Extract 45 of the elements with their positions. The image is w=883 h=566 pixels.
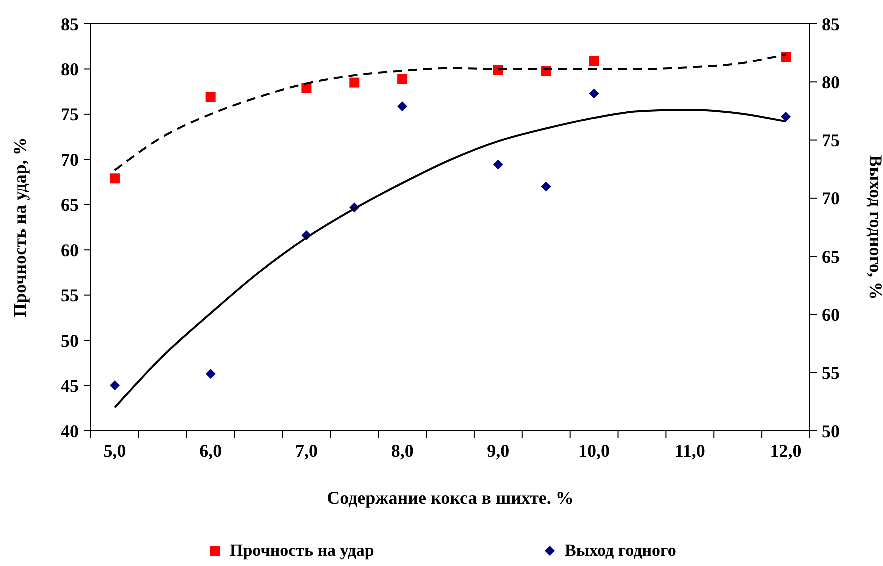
y2-tick-label: 50 — [822, 421, 840, 442]
point — [541, 182, 552, 192]
point — [110, 174, 120, 184]
y-tick-label: 85 — [61, 14, 79, 34]
y-tick-label: 65 — [61, 195, 79, 216]
point — [398, 102, 408, 112]
y2-tick-label: 55 — [822, 363, 840, 384]
point — [493, 65, 504, 76]
y2-tick-label: 65 — [822, 246, 840, 267]
point — [206, 92, 216, 102]
y-tick-label: 60 — [61, 240, 79, 260]
y2-tick-label: 80 — [822, 72, 840, 92]
x-tick-label: 8,0 — [391, 441, 414, 461]
point — [110, 380, 120, 391]
point — [589, 56, 600, 66]
y-tick-label: 70 — [61, 150, 79, 170]
point — [398, 74, 408, 84]
x-tick-label: 7,0 — [295, 441, 318, 461]
x-tick-label: 12,0 — [770, 441, 802, 461]
y2-tick-label: 70 — [822, 188, 840, 209]
y2-tick-label: 60 — [822, 305, 840, 326]
x-tick-label: 9,0 — [487, 441, 510, 461]
y2-tick-label: 85 — [822, 14, 840, 34]
y2-tick-label: 75 — [822, 130, 840, 151]
x-tick-label: 5,0 — [104, 441, 126, 461]
y2-axis-title: Выход годного, % — [866, 155, 883, 300]
y-tick-label: 80 — [61, 60, 79, 80]
point — [350, 78, 360, 88]
x-axis-title: Содержание кокса в шихте. % — [327, 488, 574, 508]
y-tick-label: 50 — [61, 330, 79, 351]
point — [206, 369, 216, 380]
y-tick-label: 45 — [61, 376, 79, 396]
y-axis-title: Прочность на удар, % — [10, 138, 30, 318]
x-tick-label: 10,0 — [578, 441, 610, 461]
y-tick-label: 75 — [61, 104, 79, 125]
y-tick-label: 55 — [61, 286, 79, 306]
point — [493, 160, 504, 170]
x-tick-label: 11,0 — [674, 441, 706, 461]
legend-label: Прочность на удар — [230, 541, 374, 560]
y-tick-label: 40 — [61, 421, 79, 442]
x-tick-label: 6,0 — [200, 441, 222, 461]
point — [781, 52, 792, 62]
point — [589, 88, 600, 99]
legend-label: Выход годного — [565, 541, 676, 560]
point — [781, 112, 792, 122]
